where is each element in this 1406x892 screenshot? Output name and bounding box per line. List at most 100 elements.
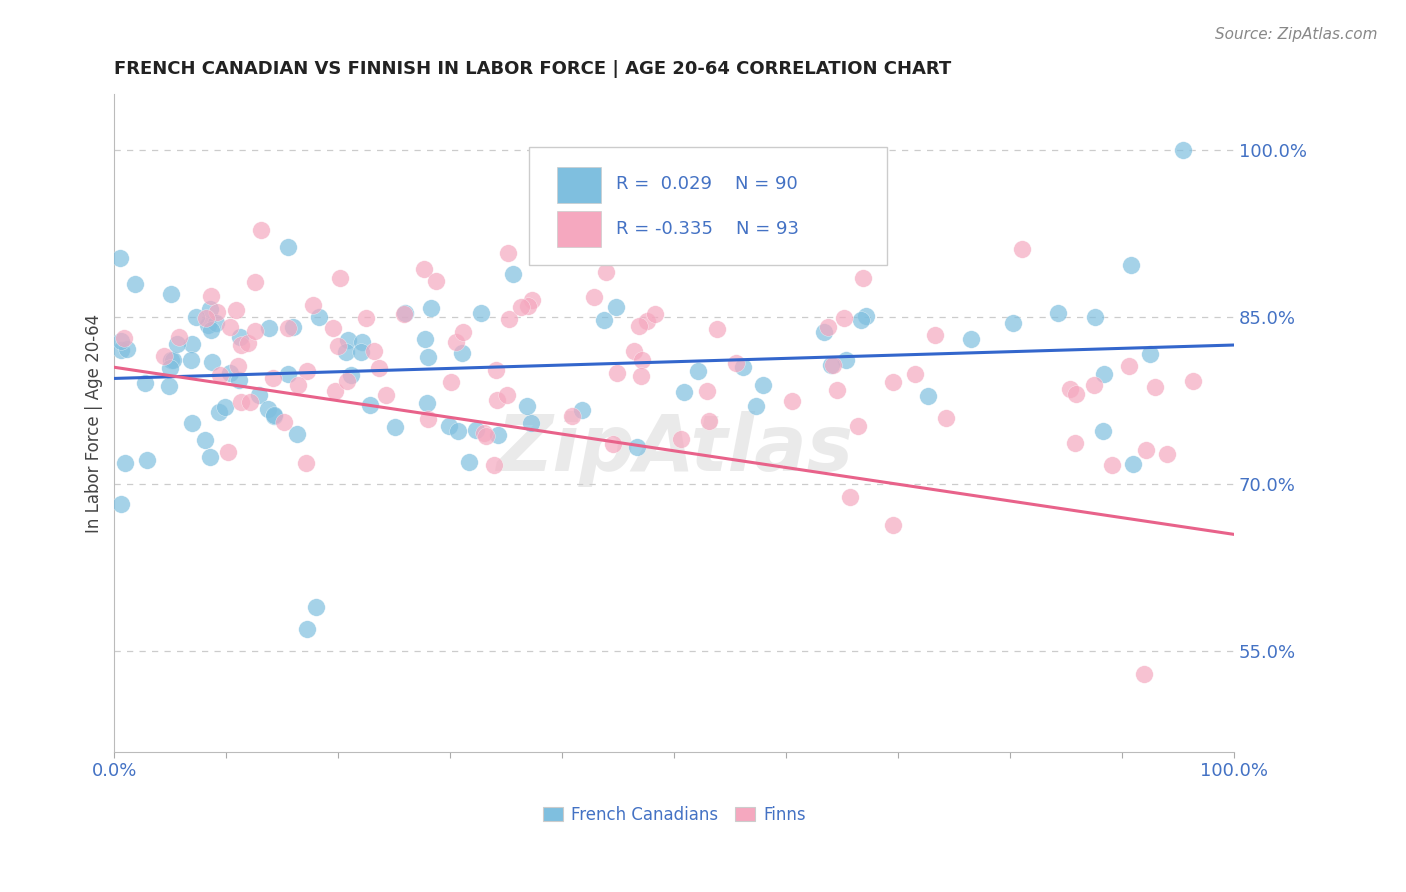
Point <box>855 309 877 323</box>
Point <box>198 302 221 317</box>
Point <box>724 356 747 370</box>
Point <box>1118 359 1140 374</box>
Point <box>1156 447 1178 461</box>
Point <box>229 394 252 409</box>
Point <box>485 392 508 407</box>
Point <box>326 339 349 353</box>
Point <box>329 270 352 285</box>
Point <box>446 335 468 350</box>
Point <box>160 287 183 301</box>
Point <box>124 277 146 291</box>
Point <box>595 265 617 279</box>
Point <box>354 311 377 326</box>
Point <box>340 368 363 382</box>
Point <box>277 240 299 254</box>
Point <box>392 307 415 321</box>
Point <box>751 378 773 392</box>
Point <box>496 245 519 260</box>
Point <box>263 409 285 424</box>
Point <box>472 425 495 440</box>
FancyBboxPatch shape <box>557 211 602 247</box>
Point <box>520 417 543 431</box>
Point <box>817 320 839 334</box>
Point <box>229 337 252 351</box>
Point <box>180 353 202 368</box>
Point <box>159 361 181 376</box>
Point <box>813 325 835 339</box>
Point <box>413 262 436 277</box>
Point <box>219 366 242 380</box>
Point <box>166 336 188 351</box>
Point <box>238 336 260 351</box>
Point <box>1135 442 1157 457</box>
Point <box>1001 316 1024 330</box>
Point <box>418 412 440 426</box>
Point <box>209 368 232 382</box>
Point <box>200 355 222 369</box>
Point <box>308 310 330 325</box>
Point <box>214 400 236 414</box>
Point <box>245 276 267 290</box>
Point <box>1091 424 1114 438</box>
Point <box>496 387 519 401</box>
Point <box>475 429 498 443</box>
Point <box>110 497 132 511</box>
Point <box>415 332 437 346</box>
Point <box>229 330 252 344</box>
Point <box>852 271 875 285</box>
Point <box>571 402 593 417</box>
Point <box>745 399 768 413</box>
Point <box>352 335 374 350</box>
Point <box>184 310 207 324</box>
Point <box>323 384 346 399</box>
Point <box>367 361 389 376</box>
FancyBboxPatch shape <box>557 167 602 202</box>
Point <box>832 310 855 325</box>
Point <box>160 353 183 368</box>
Point <box>200 289 222 303</box>
Point <box>669 432 692 446</box>
Point <box>297 364 319 378</box>
Point <box>846 419 869 434</box>
Point <box>1182 374 1205 388</box>
Point <box>1064 387 1087 401</box>
Point <box>425 274 447 288</box>
Point <box>322 321 344 335</box>
Point <box>1063 436 1085 450</box>
Point <box>283 320 305 334</box>
Point <box>198 450 221 464</box>
Point <box>835 353 858 368</box>
Point <box>180 337 202 351</box>
Point <box>924 328 946 343</box>
Point <box>1083 378 1105 392</box>
Point <box>451 325 474 339</box>
Point <box>1011 242 1033 256</box>
Point <box>882 517 904 532</box>
Point <box>592 313 614 327</box>
Point <box>440 375 463 389</box>
Point <box>262 371 284 385</box>
Point <box>1121 259 1143 273</box>
Text: ZipAtlas: ZipAtlas <box>495 411 852 487</box>
Point <box>287 377 309 392</box>
Point <box>110 343 132 357</box>
Point <box>416 351 439 365</box>
Point <box>516 399 538 413</box>
Point <box>384 419 406 434</box>
Point <box>277 367 299 381</box>
Point <box>359 398 381 412</box>
Point <box>510 301 533 315</box>
Point <box>200 323 222 337</box>
Point <box>482 458 505 472</box>
Point <box>374 388 396 402</box>
Point <box>602 437 624 451</box>
Point <box>696 384 718 399</box>
Point <box>825 383 848 397</box>
Point <box>1139 347 1161 361</box>
Point <box>673 384 696 399</box>
Point <box>277 321 299 335</box>
Point <box>204 316 226 330</box>
Point <box>336 334 359 348</box>
Point <box>644 307 666 321</box>
Point <box>194 311 217 326</box>
